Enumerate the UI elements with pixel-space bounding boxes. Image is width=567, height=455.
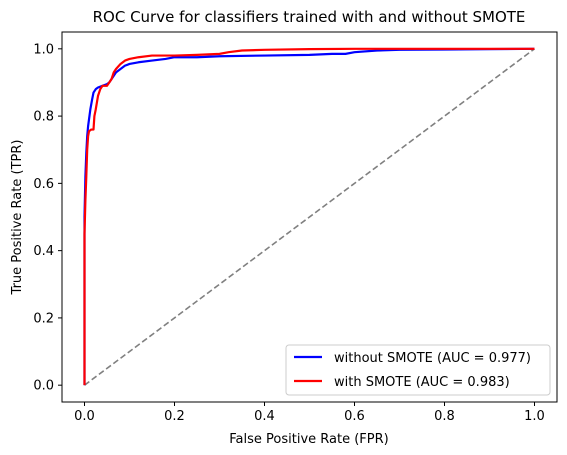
y-tick-label: 0.4 xyxy=(33,244,54,259)
chart-title: ROC Curve for classifiers trained with a… xyxy=(93,8,526,26)
y-tick-label: 0.6 xyxy=(33,177,54,192)
legend-box xyxy=(285,344,551,396)
y-tick-label: 1.0 xyxy=(33,42,54,57)
x-tick-label: 0.0 xyxy=(74,409,95,424)
roc-line-without-smote xyxy=(83,47,535,386)
legend-entry-without-smote: without SMOTE (AUC = 0.977) xyxy=(334,351,531,366)
x-axis-label: False Positive Rate (FPR) xyxy=(229,432,388,447)
roc-line-with-smote xyxy=(83,47,535,386)
y-tick-label: 0.0 xyxy=(33,379,54,394)
x-axis-ticks: 0.0 0.2 0.4 0.6 0.8 1.0 xyxy=(74,402,545,424)
legend: without SMOTE (AUC = 0.977) with SMOTE (… xyxy=(285,344,551,396)
y-axis-label: True Positive Rate (TPR) xyxy=(10,140,25,296)
y-tick-label: 0.8 xyxy=(33,110,54,125)
x-tick-label: 0.6 xyxy=(344,409,365,424)
x-tick-label: 1.0 xyxy=(524,409,545,424)
x-tick-label: 0.8 xyxy=(434,409,455,424)
chance-diagonal-line xyxy=(84,48,535,386)
x-tick-label: 0.2 xyxy=(164,409,185,424)
x-tick-label: 0.4 xyxy=(254,409,275,424)
axes-frame xyxy=(61,31,558,403)
legend-entry-with-smote: with SMOTE (AUC = 0.983) xyxy=(334,375,510,390)
plot-lines xyxy=(83,47,535,386)
y-axis-ticks: 0.0 0.2 0.4 0.6 0.8 1.0 xyxy=(33,42,62,394)
y-tick-label: 0.2 xyxy=(33,311,54,326)
